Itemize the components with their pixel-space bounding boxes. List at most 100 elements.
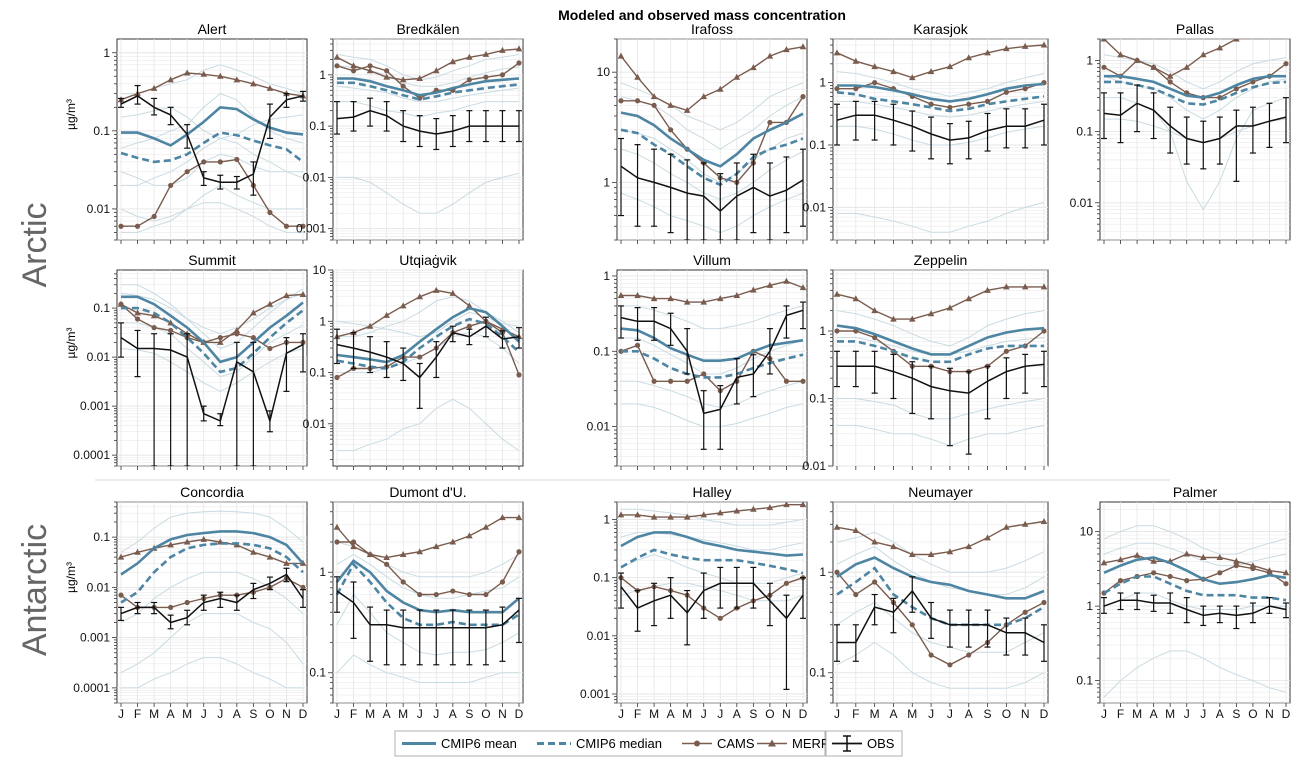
y-tick-label: 1: [819, 324, 826, 338]
series-cmip6-median-line: [621, 350, 804, 379]
y-tick-label: 0.1: [93, 530, 110, 544]
x-tick-label: F: [852, 707, 859, 721]
merra2-marker: [482, 50, 490, 57]
merra2-marker: [799, 43, 807, 50]
cams-marker: [283, 223, 290, 229]
panel-frame-karasjok: [832, 38, 1049, 241]
cams-marker: [384, 561, 390, 567]
model-line: [621, 337, 804, 375]
merra2-marker: [946, 548, 954, 555]
merra2-marker: [965, 543, 973, 550]
merra2-marker: [482, 523, 490, 530]
y-tick-label: 1: [603, 513, 610, 527]
merra2-marker: [1199, 553, 1207, 560]
x-tick-label: M: [682, 707, 692, 721]
model-line: [337, 172, 520, 214]
merra2-marker: [1021, 520, 1029, 527]
cams-marker: [516, 549, 522, 555]
merra2-marker: [927, 310, 935, 317]
cams-marker: [367, 63, 373, 69]
series-merra2-line: [1103, 553, 1287, 574]
merra2-marker: [167, 319, 174, 326]
series-cams-line: [120, 303, 303, 350]
y-tick-label: 10: [313, 263, 327, 277]
x-tick-label: O: [1002, 707, 1011, 721]
series-merra2-line: [1103, 39, 1241, 77]
cams-marker: [872, 80, 878, 86]
x-tick-label: S: [1232, 707, 1240, 721]
x-tick-label: M: [149, 707, 159, 721]
merra2-marker: [716, 85, 724, 92]
cams-marker: [966, 101, 972, 107]
merra2-marker: [667, 513, 674, 520]
cams-marker: [499, 72, 506, 78]
series-cams-line: [121, 158, 303, 227]
x-tick-label: N: [1265, 707, 1274, 721]
model-line: [120, 153, 303, 186]
y-tick-label: 0.001: [80, 631, 110, 645]
merra2-marker: [466, 302, 473, 309]
cams-marker: [334, 374, 340, 381]
model-line: [836, 546, 1045, 595]
series-cams-line: [837, 81, 1045, 109]
x-tick-label: A: [889, 707, 897, 721]
series-cmip6-mean-line: [1103, 556, 1287, 586]
x-tick-label: D: [515, 707, 524, 721]
legend-item-cmip6-median: CMIP6 median: [537, 736, 662, 751]
x-tick-label: J: [334, 707, 340, 721]
series-obs-line: [120, 573, 304, 624]
merra2-marker: [366, 67, 374, 74]
series-merra2-line: [836, 286, 1044, 320]
x-tick-label: J: [118, 707, 124, 721]
panel-frame-pallas: [1099, 38, 1291, 241]
cams-marker: [483, 74, 489, 80]
series-cmip6-median-line: [337, 81, 520, 101]
merra2-marker: [766, 281, 774, 288]
series-cmip6-mean-line: [337, 77, 520, 97]
merra2-marker: [134, 548, 141, 555]
merra2-marker: [799, 502, 807, 508]
model-line: [121, 657, 303, 689]
cams-marker: [184, 169, 190, 175]
cams-marker: [450, 588, 456, 594]
x-tick-label: M: [365, 707, 375, 721]
merra2-marker: [617, 52, 625, 59]
cams-marker: [1101, 64, 1107, 70]
x-tick-label: D: [299, 707, 308, 721]
model-line: [620, 192, 804, 234]
merra2-marker: [833, 290, 841, 297]
merra2-marker: [283, 559, 290, 566]
cams-marker: [668, 378, 674, 384]
cams-marker: [1283, 581, 1289, 587]
merra2-marker: [449, 289, 457, 296]
x-tick-label: M: [1165, 707, 1175, 721]
merra2-marker: [683, 298, 691, 305]
merra2-marker: [946, 63, 954, 70]
panel-plot-area-dumont-d-u: [333, 514, 523, 683]
panel-plot-area-utqiag-vik: [333, 286, 523, 452]
merra2-marker: [1283, 27, 1290, 33]
panel-plot-area-palmer: [1100, 525, 1290, 698]
x-tick-label: A: [449, 707, 457, 721]
merra2-marker: [1266, 29, 1273, 35]
cams-marker: [300, 584, 306, 590]
merra2-marker: [871, 307, 878, 314]
merra2-marker: [200, 535, 208, 542]
merra2-marker: [383, 311, 390, 318]
y-tick-label: 0.01: [803, 200, 827, 214]
cams-marker: [800, 378, 806, 384]
x-tick-label: M: [870, 707, 880, 721]
merra2-marker: [750, 286, 757, 293]
cams-marker: [151, 325, 157, 331]
series-cams-line: [1103, 59, 1287, 99]
series-cmip6-mean-line: [335, 559, 520, 614]
cams-marker: [499, 579, 506, 585]
y-tick-label: 0.1: [93, 301, 110, 315]
merra2-marker: [1100, 39, 1108, 42]
merra2-marker: [1216, 553, 1224, 560]
series-obs-line: [620, 165, 804, 213]
merra2-marker: [499, 46, 506, 53]
